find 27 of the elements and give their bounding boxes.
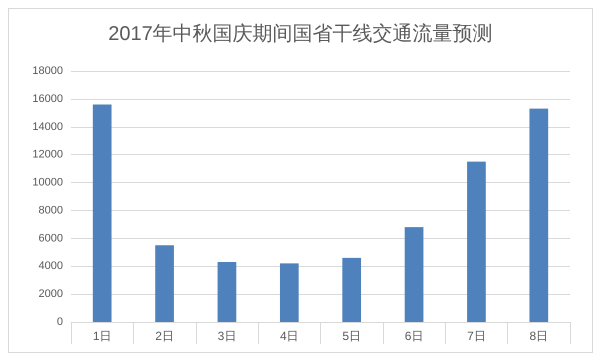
y-tick-label: 18000 xyxy=(32,65,63,77)
x-tick-label: 3日 xyxy=(218,329,236,343)
y-tick-label: 4000 xyxy=(38,260,63,272)
bar xyxy=(92,104,112,322)
y-tick-label: 16000 xyxy=(32,92,63,105)
bar xyxy=(280,263,299,322)
x-tick-label: 6日 xyxy=(404,329,424,343)
y-tick-label: 12000 xyxy=(32,148,63,161)
y-tick-label: 6000 xyxy=(38,232,63,244)
y-tick-label: 0 xyxy=(56,316,63,328)
x-tick-label: 8日 xyxy=(529,329,548,343)
x-tick-label: 1日 xyxy=(92,329,112,343)
y-tick-label: 8000 xyxy=(38,204,63,216)
x-tick-label: 2日 xyxy=(155,329,174,343)
x-tick-label: 7日 xyxy=(467,329,486,343)
x-tick-label: 4日 xyxy=(280,329,299,343)
bar xyxy=(467,162,486,322)
bar xyxy=(342,258,362,322)
bar xyxy=(404,227,424,322)
y-tick-label: 14000 xyxy=(32,120,63,133)
bar xyxy=(155,245,174,322)
x-tick-label: 5日 xyxy=(342,329,362,343)
bar xyxy=(529,108,548,322)
y-tick-label: 10000 xyxy=(32,176,63,189)
y-tick-label: 2000 xyxy=(38,288,63,300)
chart-title: 2017年中秋国庆期间国省干线交通流量预测 xyxy=(108,23,493,45)
bar xyxy=(218,262,236,322)
